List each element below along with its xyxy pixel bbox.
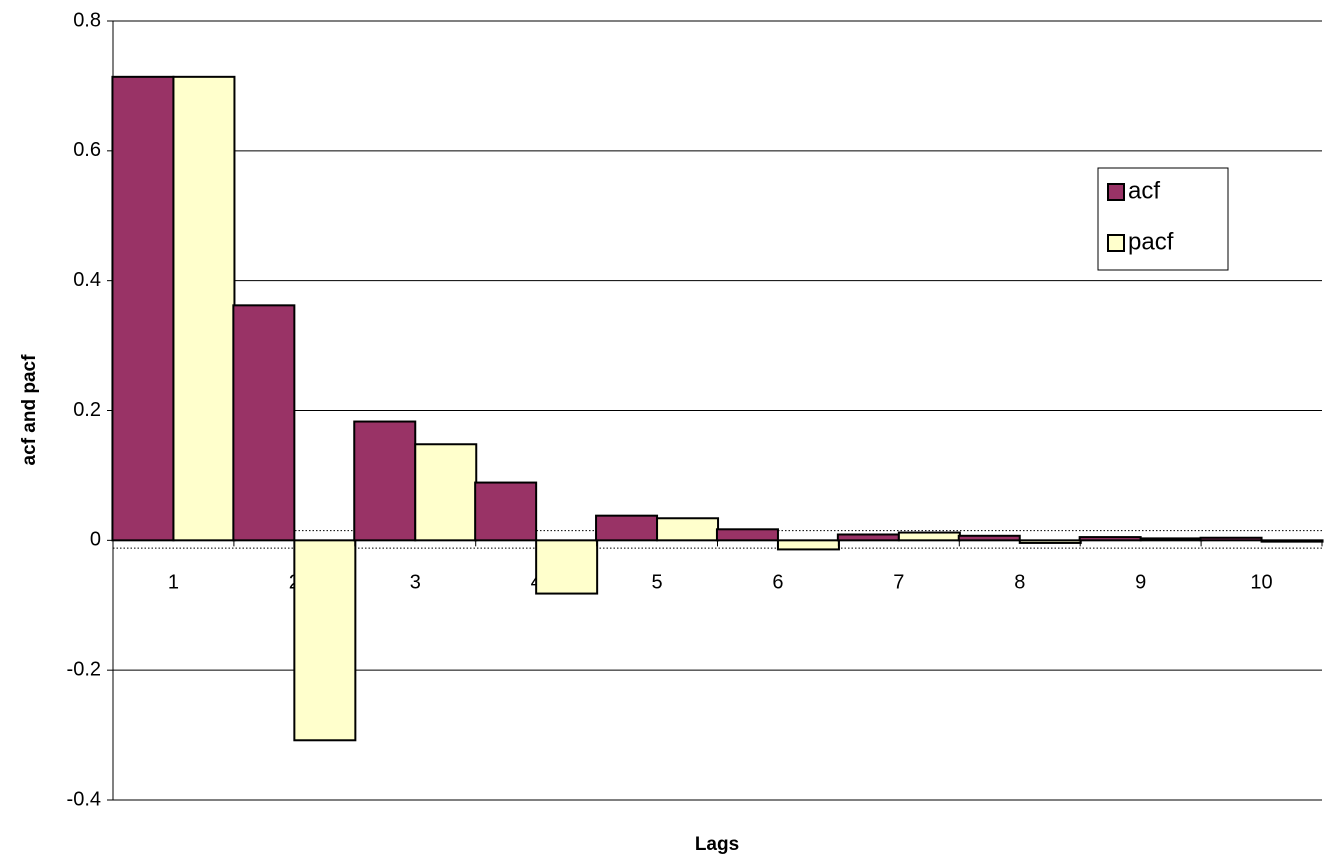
- bar: [172, 75, 236, 542]
- bar: [293, 539, 357, 742]
- bar: [474, 481, 538, 542]
- x-tick-label: 6: [772, 571, 783, 593]
- bar: [232, 304, 296, 542]
- bar: [353, 420, 417, 542]
- y-tick-label: 0: [90, 529, 101, 551]
- x-tick-label: 7: [893, 571, 904, 593]
- y-tick-label: 0.6: [73, 139, 101, 161]
- bar: [656, 517, 720, 542]
- legend-label: pacf: [1128, 228, 1174, 255]
- x-tick-label: 10: [1250, 571, 1272, 593]
- y-tick-label: 0.8: [73, 9, 101, 31]
- y-axis-title: acf and pacf: [19, 354, 40, 466]
- bar: [715, 528, 779, 542]
- x-tick-label: 9: [1135, 571, 1146, 593]
- bar: [897, 531, 961, 542]
- y-tick-label: -0.2: [67, 658, 101, 680]
- bar: [111, 75, 175, 542]
- bar: [836, 533, 900, 542]
- bar: [595, 514, 659, 542]
- y-tick-label: 0.4: [73, 269, 101, 291]
- x-tick-label: 8: [1014, 571, 1025, 593]
- legend-label: acf: [1128, 177, 1160, 204]
- x-tick-label: 1: [168, 571, 179, 593]
- bar: [957, 534, 1021, 542]
- y-tick-label: 0.2: [73, 399, 101, 421]
- bar: [776, 539, 840, 551]
- legend-swatch: [1107, 234, 1125, 252]
- legend-swatch: [1107, 183, 1125, 201]
- y-tick-label: -0.4: [67, 788, 101, 810]
- bar: [535, 539, 599, 595]
- bar: [414, 443, 478, 542]
- x-tick-label: 5: [651, 571, 662, 593]
- x-tick-label: 3: [410, 571, 421, 593]
- x-axis-title: Lags: [695, 834, 739, 855]
